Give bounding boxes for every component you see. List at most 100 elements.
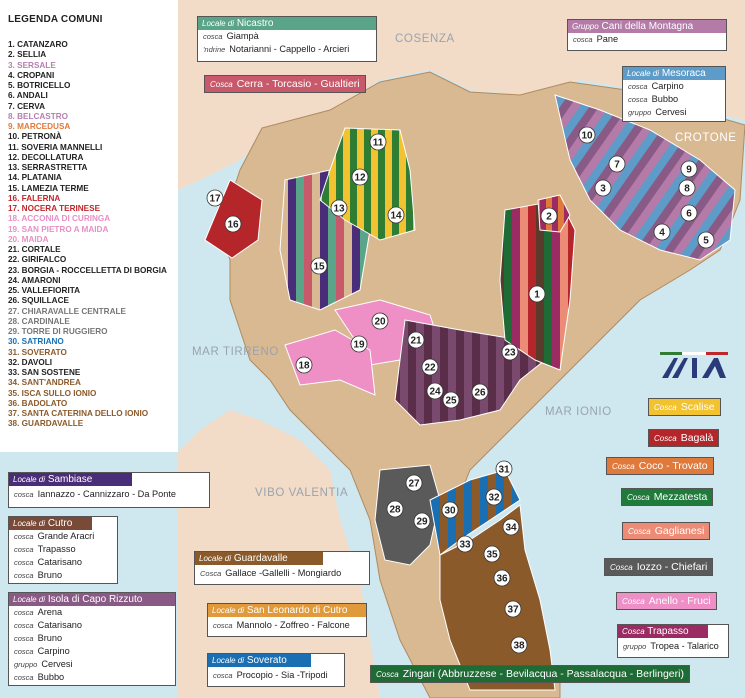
box-row: cosca Bubbo <box>14 672 65 682</box>
tag-scalise: Cosca Scalise <box>648 398 721 416</box>
box-header: Cosca Trapasso <box>618 625 708 638</box>
legend-item: 28. CARDINALE <box>8 316 70 326</box>
legend-item: 25. VALLEFIORITA <box>8 286 81 295</box>
tag-coco-trovato: Cosca Coco - Trovato <box>606 457 714 475</box>
box-locale-mesoraca: Locale di Mesoraca cosca Carpino cosca Bub… <box>622 66 726 122</box>
box-header: Locale di Mesoraca <box>623 67 725 80</box>
box-row: cosca Pane <box>573 34 619 44</box>
legend-item: 17. NOCERA TERINESE <box>8 204 101 213</box>
legend-item: 30. SATRIANO <box>8 337 64 347</box>
box-row: cosca Trapasso <box>14 544 76 554</box>
box-cosca-trapasso: Cosca Trapasso gruppo Tropea - Talarico <box>617 624 729 658</box>
label-mar-ionio: MAR IONIO <box>545 406 612 418</box>
legend-panel: LEGENDA COMUNI 1. CATANZARO 2. SELLIA 3. S… <box>0 0 178 452</box>
dia-logo <box>660 352 728 380</box>
legend-item: 24. AMARONI <box>8 275 61 285</box>
legend-item: 16. FALERNA <box>8 193 61 203</box>
box-header: Locale di San Leonardo di Cutro <box>208 604 366 617</box>
box-header: Locale di Nicastro <box>198 17 376 30</box>
legend-item: 12. DECOLLATURA <box>8 152 84 162</box>
legend-item: 15. LAMEZIA TERME <box>8 183 89 193</box>
legend-item: 3. SERSALE <box>8 60 56 70</box>
tag-gaglianesi: Cosca Gaglianesi <box>622 522 711 540</box>
legend-list: 1. CATANZARO 2. SELLIA 3. SERSALE 4. CROPAN… <box>8 40 167 430</box>
label-cosenza: COSENZA <box>395 33 455 45</box>
box-row: cosca Procopio - Sia -Tripodi <box>213 670 328 680</box>
box-row: cosca Bruno <box>14 570 63 580</box>
box-row: cosca Carpino <box>628 81 684 91</box>
box-row: cosca Catarisano <box>14 620 83 630</box>
box-header: Locale di Sambiase <box>9 473 132 486</box>
label-vibo-valentia: VIBO VALENTIA <box>255 487 349 499</box>
legend-item: 11. SOVERIA MANNELLI <box>8 142 103 152</box>
legend-item: 36. BADOLATO <box>8 398 68 408</box>
box-locale-soverato: Locale di Soverato cosca Procopio - Sia -… <box>207 653 345 687</box>
box-row: cosca Arena <box>14 607 63 617</box>
box-row: Cosca Gallace -Gallelli - Mongiardo <box>200 568 342 578</box>
box-header: Locale di Cutro <box>9 517 92 530</box>
legend-item: 14. PLATANIA <box>8 173 62 183</box>
legend-item: 26. SQUILLACE <box>8 296 69 306</box>
box-header: Locale di Guardavalle <box>195 552 323 565</box>
box-row: cosca Giampà <box>203 31 259 41</box>
box-row: cosca Bruno <box>14 633 63 643</box>
legend-item: 21. CORTALE <box>8 245 61 254</box>
box-locale-sambiase: Locale di Sambiase cosca Iannazzo - Canni… <box>8 472 210 508</box>
legend-item: 13. SERRASTRETTA <box>8 163 88 172</box>
box-row: cosca Bubbo <box>628 94 679 104</box>
legend-item: 22. GIRIFALCO <box>8 255 67 265</box>
legend-item: 35. ISCA SULLO IONIO <box>8 388 97 398</box>
legend-item: 1. CATANZARO <box>8 40 68 49</box>
box-locale-guardavalle: Locale di Guardavalle Cosca Gallace -Gall… <box>194 551 370 585</box>
box-locale-cutro: Locale di Cutro cosca Grande Aracri cosca… <box>8 516 118 584</box>
legend-item: 8. BELCASTRO <box>8 111 69 121</box>
box-header: Locale di Soverato <box>208 654 311 667</box>
legend-item: 37. SANTA CATERINA DELLO IONIO <box>8 409 149 418</box>
box-locale-san-leonardo: Locale di San Leonardo di Cutro cosca Man… <box>207 603 367 637</box>
box-row: cosca Mannolo - Zoffreo - Falcone <box>213 620 350 630</box>
label-crotone: CROTONE <box>675 132 737 144</box>
box-row: gruppo Tropea - Talarico <box>623 641 719 651</box>
legend-item: 31. SOVERATO <box>8 347 67 357</box>
legend-item: 6. ANDALI <box>8 91 48 101</box>
area-chiaravalle <box>374 464 441 566</box>
box-gruppo-cani: Gruppo Cani della Montagna cosca Pane <box>567 19 727 51</box>
tag-mezzatesta: Cosca Mezzatesta <box>621 488 714 506</box>
tag-anello-fruci: Cosca Anello - Fruci <box>616 592 717 610</box>
box-header: Locale di Isola di Capo Rizzuto <box>9 593 175 606</box>
box-row: cosca Catarisano <box>14 557 83 567</box>
box-locale-isola: Locale di Isola di Capo Rizzuto cosca Are… <box>8 592 176 686</box>
legend-item: 20. MAIDA <box>8 234 49 244</box>
legend-item: 7. CERVA <box>8 101 46 111</box>
box-row: cosca Carpino <box>14 646 70 656</box>
box-row: gruppo Cervesi <box>14 659 73 669</box>
legend-item: 29. TORRE DI RUGGIERO <box>8 327 108 336</box>
legend-item: 34. SANT'ANDREA <box>8 378 81 388</box>
box-header: Gruppo Cani della Montagna <box>568 20 726 33</box>
box-row: cosca Iannazzo - Cannizzaro - Da Ponte <box>14 489 176 499</box>
tag-iozzo-chiefari: Cosca Iozzo - Chiefari <box>604 558 714 576</box>
legend-item: 23. BORGIA - ROCCELLETTA DI BORGIA <box>8 265 167 275</box>
box-row: gruppo Cervesi <box>628 107 687 117</box>
dia-logo-icon <box>660 352 728 378</box>
tag-cerra: Cosca Cerra - Torcasio - Gualtieri <box>204 75 366 93</box>
label-mar-tirreno: MAR TIRRENO <box>192 346 279 358</box>
box-row: cosca Grande Aracri <box>14 531 95 541</box>
legend-title: LEGENDA COMUNI <box>8 14 103 25</box>
box-row: 'ndrine Notarianni - Cappello - Arcieri <box>203 44 350 54</box>
legend-item: 32. DAVOLI <box>8 357 52 367</box>
legend-item: 9. MARCEDUSA <box>8 122 71 131</box>
legend-item: 19. SAN PIETRO A MAIDA <box>8 224 109 234</box>
legend-item: 5. BOTRICELLO <box>8 81 71 90</box>
legend-item: 38. GUARDAVALLE <box>8 419 84 429</box>
legend-item: 27. CHIARAVALLE CENTRALE <box>8 306 126 316</box>
legend-item: 4. CROPANI <box>8 70 55 80</box>
legend-item: 33. SAN SOSTENE <box>8 368 81 377</box>
legend-item: 18. ACCONIA DI CURINGA <box>8 214 111 224</box>
legend-item: 10. PETRONÀ <box>8 132 62 142</box>
box-locale-nicastro: Locale di Nicastro cosca Giampà 'ndrine No… <box>197 16 377 62</box>
tag-bagala: Cosca Bagalà <box>648 429 720 447</box>
tag-zingari: Cosca Zingari (Abbruzzese - Bevilacqua - … <box>370 665 690 683</box>
legend-item: 2. SELLIA <box>8 50 47 60</box>
